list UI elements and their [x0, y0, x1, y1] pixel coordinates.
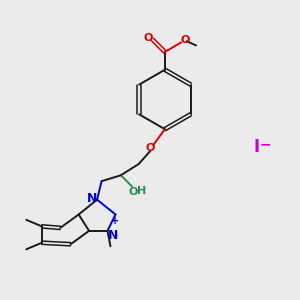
Text: H: H — [137, 186, 146, 196]
Text: O: O — [145, 142, 154, 153]
Text: N: N — [87, 192, 97, 205]
Text: I: I — [254, 138, 260, 156]
Text: +: + — [111, 216, 119, 226]
Text: O: O — [143, 33, 153, 43]
Text: N: N — [108, 229, 118, 242]
Text: O: O — [129, 187, 138, 196]
Text: −: − — [260, 137, 271, 151]
Text: O: O — [181, 35, 190, 45]
